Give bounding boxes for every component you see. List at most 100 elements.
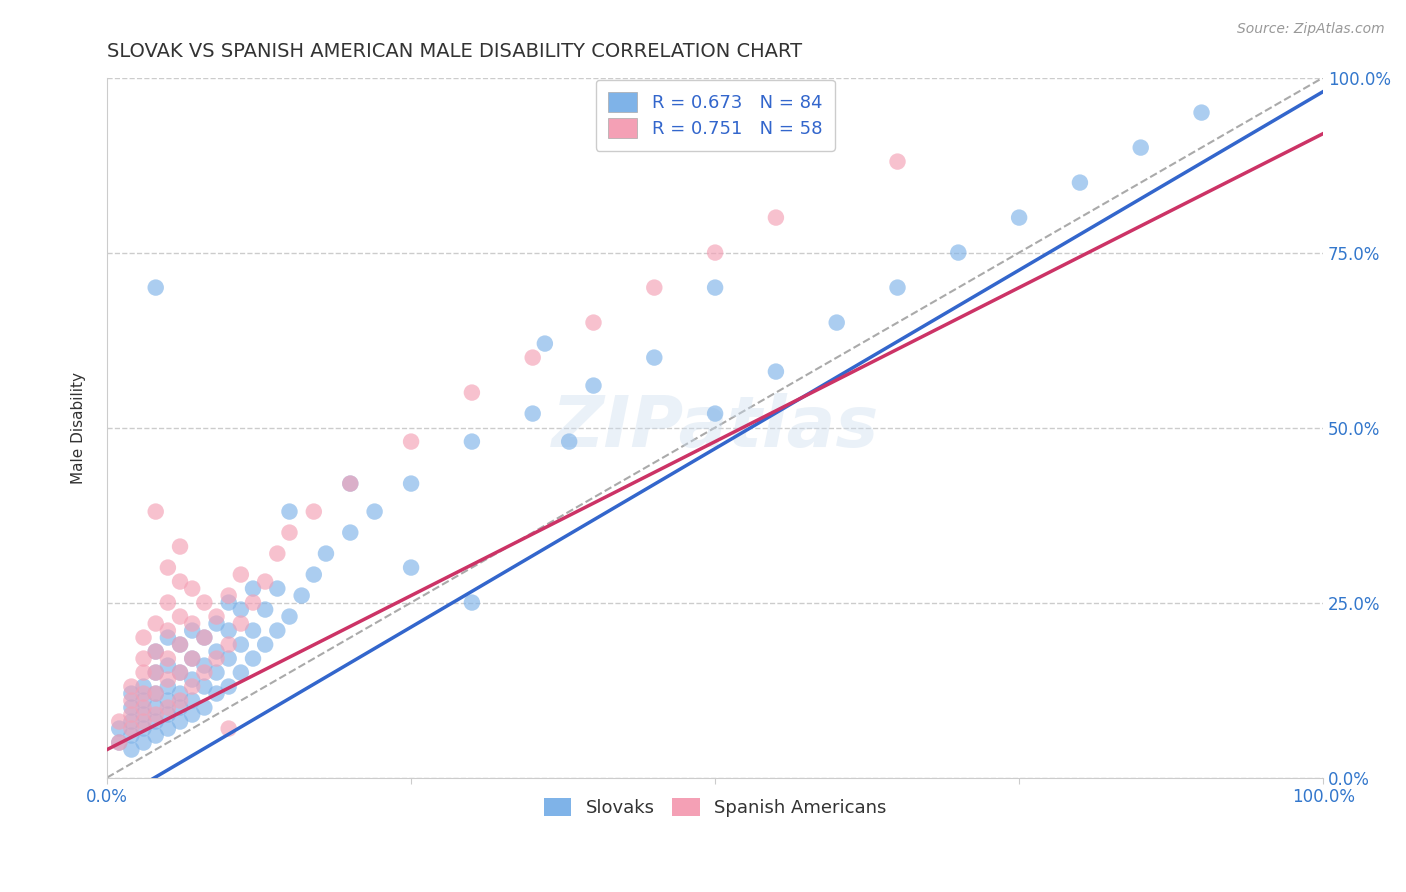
Point	[534, 336, 557, 351]
Point	[242, 582, 264, 596]
Point	[765, 211, 787, 225]
Point	[181, 651, 204, 665]
Point	[132, 693, 155, 707]
Point	[229, 567, 252, 582]
Point	[145, 644, 167, 658]
Point	[132, 680, 155, 694]
Point	[169, 714, 191, 729]
Point	[193, 658, 215, 673]
Point	[181, 582, 204, 596]
Point	[218, 651, 240, 665]
Point	[229, 665, 252, 680]
Point	[461, 596, 484, 610]
Point	[278, 609, 301, 624]
Point	[242, 596, 264, 610]
Point	[254, 638, 277, 652]
Point	[181, 651, 204, 665]
Point	[169, 687, 191, 701]
Point	[181, 680, 204, 694]
Point	[205, 616, 228, 631]
Point	[169, 540, 191, 554]
Point	[156, 693, 179, 707]
Point	[132, 714, 155, 729]
Text: ZIPatlas: ZIPatlas	[551, 393, 879, 462]
Point	[302, 567, 325, 582]
Point	[193, 665, 215, 680]
Point	[156, 651, 179, 665]
Point	[120, 707, 142, 722]
Point	[582, 378, 605, 392]
Point	[242, 624, 264, 638]
Point	[193, 700, 215, 714]
Point	[156, 707, 179, 722]
Point	[229, 616, 252, 631]
Point	[145, 665, 167, 680]
Point	[886, 154, 908, 169]
Point	[242, 651, 264, 665]
Point	[120, 742, 142, 756]
Point	[145, 729, 167, 743]
Point	[399, 476, 422, 491]
Point	[363, 505, 385, 519]
Point	[291, 589, 314, 603]
Point	[582, 316, 605, 330]
Point	[886, 280, 908, 294]
Point	[145, 700, 167, 714]
Point	[108, 722, 131, 736]
Point	[218, 722, 240, 736]
Text: Source: ZipAtlas.com: Source: ZipAtlas.com	[1237, 22, 1385, 37]
Point	[156, 673, 179, 687]
Point	[218, 680, 240, 694]
Point	[302, 505, 325, 519]
Point	[399, 560, 422, 574]
Point	[229, 638, 252, 652]
Point	[399, 434, 422, 449]
Point	[825, 316, 848, 330]
Point	[181, 616, 204, 631]
Point	[145, 707, 167, 722]
Point	[948, 245, 970, 260]
Point	[461, 434, 484, 449]
Point	[193, 596, 215, 610]
Point	[339, 476, 361, 491]
Point	[169, 700, 191, 714]
Point	[108, 735, 131, 749]
Point	[643, 351, 665, 365]
Point	[1008, 211, 1031, 225]
Point	[156, 624, 179, 638]
Point	[229, 602, 252, 616]
Point	[156, 631, 179, 645]
Point	[145, 616, 167, 631]
Point	[120, 693, 142, 707]
Point	[108, 714, 131, 729]
Point	[181, 707, 204, 722]
Point	[156, 700, 179, 714]
Point	[315, 547, 337, 561]
Point	[132, 631, 155, 645]
Point	[169, 574, 191, 589]
Point	[278, 505, 301, 519]
Point	[765, 365, 787, 379]
Point	[254, 574, 277, 589]
Point	[339, 476, 361, 491]
Point	[145, 644, 167, 658]
Legend: Slovaks, Spanish Americans: Slovaks, Spanish Americans	[537, 790, 894, 824]
Point	[218, 596, 240, 610]
Point	[193, 631, 215, 645]
Point	[145, 665, 167, 680]
Point	[145, 687, 167, 701]
Point	[522, 351, 544, 365]
Point	[132, 700, 155, 714]
Point	[266, 547, 288, 561]
Point	[339, 525, 361, 540]
Point	[169, 693, 191, 707]
Point	[108, 735, 131, 749]
Point	[132, 665, 155, 680]
Point	[132, 651, 155, 665]
Point	[205, 665, 228, 680]
Point	[278, 525, 301, 540]
Point	[205, 644, 228, 658]
Y-axis label: Male Disability: Male Disability	[72, 372, 86, 483]
Point	[1069, 176, 1091, 190]
Point	[205, 609, 228, 624]
